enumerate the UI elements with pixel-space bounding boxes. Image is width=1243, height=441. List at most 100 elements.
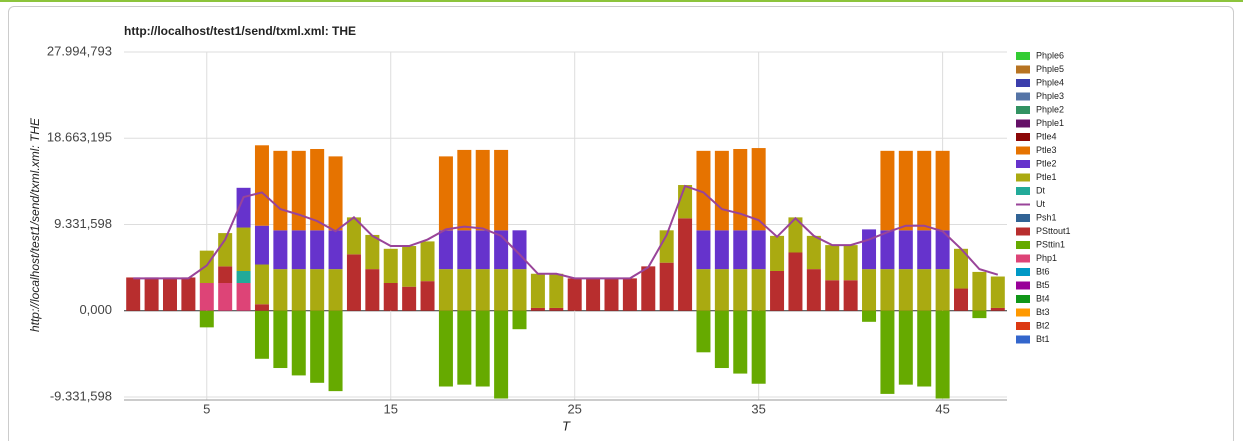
bar-segment: [549, 273, 564, 308]
bar-segment: [862, 269, 877, 311]
bar-segment: [420, 241, 435, 282]
bar-segment: [328, 269, 343, 311]
x-tick-label: 25: [567, 401, 581, 416]
bar-segment: [954, 248, 969, 289]
bar-segment: [880, 230, 895, 270]
bar-segment: [954, 288, 969, 311]
bar-segment: [641, 266, 656, 311]
bar-segment: [475, 310, 490, 387]
bar-segment: [733, 269, 748, 311]
bar-segment: [199, 282, 214, 311]
bar-segment: [346, 254, 361, 311]
y-tick-label: -9.331,598: [50, 388, 112, 403]
bar-segment: [144, 277, 159, 311]
bar-segment: [254, 304, 269, 311]
legend-swatch: [1016, 268, 1030, 276]
bar-segment: [236, 270, 251, 283]
legend-swatch: [1016, 173, 1030, 182]
bar-segment: [898, 150, 913, 231]
bar-segment: [494, 269, 509, 311]
bar-segment: [273, 269, 288, 311]
bar-segment: [825, 245, 840, 281]
bar-segment: [420, 281, 435, 311]
bar-segment: [696, 150, 711, 231]
bar-segment: [457, 310, 472, 385]
legend-swatch: [1016, 146, 1030, 155]
bar-segment: [199, 250, 214, 283]
bar-segment: [659, 230, 674, 263]
bar-segment: [310, 148, 325, 231]
y-tick-label: 0,000: [79, 302, 112, 317]
bar-segment: [254, 145, 269, 226]
bar-segment: [733, 310, 748, 374]
bar-segment: [291, 269, 306, 311]
bar-segment: [438, 230, 453, 270]
x-tick-label: 35: [751, 401, 765, 416]
bar-segment: [751, 148, 766, 231]
bar-segment: [678, 218, 693, 311]
bar-segment: [788, 217, 803, 253]
chart-title: http://localhost/test1/send/txml.xml: TH…: [124, 24, 356, 38]
bar-segment: [383, 282, 398, 311]
bar-segment: [457, 149, 472, 231]
bar-segment: [218, 266, 233, 283]
bar-segment: [898, 230, 913, 270]
bar-segment: [494, 310, 509, 399]
bar-segment: [935, 269, 950, 311]
bar-segment: [751, 269, 766, 311]
bar-segment: [291, 310, 306, 376]
bar-segment: [328, 156, 343, 231]
legend-label: Ptle1: [1036, 172, 1057, 182]
bar-segment: [806, 235, 821, 270]
bar-segment: [549, 307, 564, 311]
bar-segment: [126, 277, 141, 311]
bar-segment: [567, 278, 582, 311]
bar-segment: [475, 149, 490, 231]
y-tick-label: 9.331,598: [54, 216, 112, 231]
legend-swatch: [1016, 106, 1030, 114]
bar-segment: [254, 225, 269, 265]
bar-segment: [586, 278, 601, 311]
legend-swatch: [1016, 322, 1030, 330]
legend-label: Phple2: [1036, 104, 1064, 114]
bar-segment: [659, 262, 674, 311]
bar-segment: [181, 277, 196, 311]
x-tick-label: 5: [203, 401, 210, 416]
legend-label: Psh1: [1036, 212, 1057, 222]
y-axis-label: http://localhost/test1/send/txml.xml: TH…: [28, 117, 42, 332]
y-tick-label: 27.994,793: [47, 43, 112, 58]
legend-swatch: [1016, 335, 1030, 344]
bar-segment: [291, 230, 306, 270]
legend-label: Ptle3: [1036, 145, 1057, 155]
x-tick-label: 45: [935, 401, 949, 416]
bar-segment: [475, 269, 490, 311]
line-series: [133, 184, 999, 280]
bar-segment: [714, 150, 729, 231]
bar-segment: [512, 269, 527, 311]
bar-segment: [714, 269, 729, 311]
plot-area: [124, 52, 1007, 400]
bar-segment: [825, 280, 840, 311]
legend-swatch: [1016, 92, 1030, 101]
bar-segment: [843, 280, 858, 311]
bar-segment: [714, 310, 729, 369]
bar-segment: [457, 230, 472, 270]
legend-swatch: [1016, 295, 1030, 303]
bar-segment: [898, 310, 913, 385]
bar-segment: [917, 230, 932, 270]
bar-segment: [622, 278, 637, 311]
bar-segment: [990, 276, 1005, 308]
bar-segment: [917, 310, 932, 387]
bar-segment: [254, 264, 269, 305]
bar-segment: [972, 310, 987, 319]
bar-segment: [733, 148, 748, 231]
legend-swatch: [1016, 227, 1030, 236]
bar-segment: [236, 282, 251, 311]
legend-label: PSttin1: [1036, 239, 1065, 249]
legend-swatch: [1016, 187, 1030, 195]
bar-segment: [254, 310, 269, 359]
bar-segment: [273, 310, 288, 369]
bar-segment: [696, 230, 711, 270]
